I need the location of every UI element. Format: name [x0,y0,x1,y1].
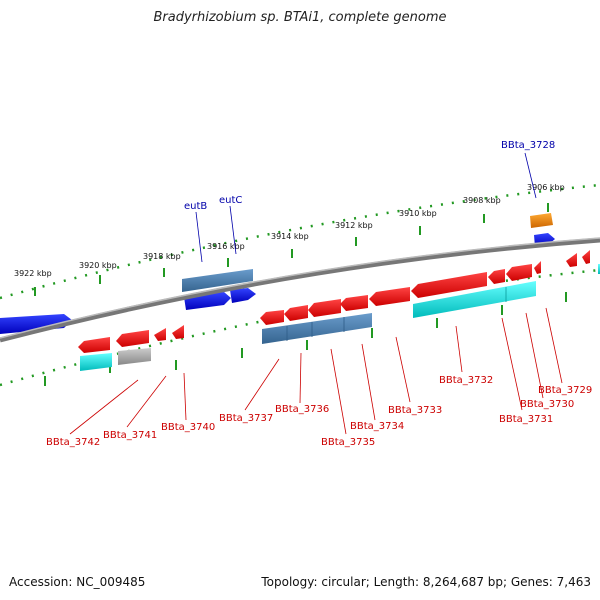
gene-label-bbta-3733[interactable]: BBta_3733 [388,405,442,416]
scale-label: 3910 kbp [399,209,437,218]
gene-arrow-red[interactable] [534,261,541,274]
gene-label-bbta-3736[interactable]: BBta_3736 [275,404,329,415]
gene-label-bbta-3734[interactable]: BBta_3734 [350,421,404,432]
gene-arrow-red[interactable] [582,250,590,264]
scale-label: 3906 kbp [527,183,565,192]
bottom-strand-features [78,250,600,371]
gene-arrow-red[interactable] [340,295,368,311]
gene-label-bbta-3735[interactable]: BBta_3735 [321,437,375,448]
scale-label: 3912 kbp [335,221,373,230]
gene-arrow-orange[interactable] [530,213,553,228]
gene-arrow-red[interactable] [411,272,487,298]
gene-arrow-cyan[interactable] [80,353,112,371]
scale-label: 3922 kbp [14,269,52,278]
scale-label: 3918 kbp [143,252,181,261]
genome-backbone-highlight [0,237,600,339]
gene-arrow-red[interactable] [260,310,284,325]
gene-label-bbta-3737[interactable]: BBta_3737 [219,413,273,424]
gene-arrow-steel[interactable] [262,313,372,344]
gene-arrow-red[interactable] [78,337,110,353]
gene-label-eutb[interactable]: eutB [184,201,207,212]
segment-divider [286,317,345,341]
scale-ticks-bottom [44,292,567,386]
scale-label: 3914 kbp [271,232,309,241]
page-title: Bradyrhizobium sp. BTAi1, complete genom… [153,10,447,25]
gene-label-bbta-3729[interactable]: BBta_3729 [538,385,592,396]
footer-stats: Topology: circular; Length: 8,264,687 bp… [261,575,591,589]
gene-label-bbta-3732[interactable]: BBta_3732 [439,375,493,386]
gene-label-bbta-3741[interactable]: BBta_3741 [103,430,157,441]
top-gene-labels [195,152,537,263]
gene-label-bbta-3731[interactable]: BBta_3731 [499,414,553,425]
gene-label-bbta-3742[interactable]: BBta_3742 [46,437,100,448]
gene-arrow-red[interactable] [369,287,410,306]
scale-label: 3916 kbp [207,242,245,251]
gene-label-bbta-3740[interactable]: BBta_3740 [161,422,215,433]
scale-arc-top [0,183,600,300]
bottom-gene-label-leaders [69,307,563,435]
gene-arrow-blue[interactable] [230,288,256,303]
genome-backbone [0,237,600,343]
gene-arrow-red[interactable] [154,328,166,341]
gene-arrow-red[interactable] [308,299,341,317]
footer-accession: Accession: NC_009485 [9,575,146,589]
gene-arrow-red[interactable] [284,305,308,321]
gene-arrow-red[interactable] [506,264,532,281]
gene-arrow-cyan[interactable] [413,281,536,318]
gene-arrow-blue[interactable] [0,314,72,334]
gene-label-eutc[interactable]: eutC [219,195,242,206]
gene-arrow-red[interactable] [566,253,577,267]
gene-arrow-red[interactable] [116,330,149,347]
gene-label-bbta-3730[interactable]: BBta_3730 [520,399,574,410]
scale-ticks-top [34,203,549,296]
gene-label-bbta-3728[interactable]: BBta_3728 [501,140,555,151]
gene-arrow-red[interactable] [488,269,505,284]
gene-arrow-steel[interactable] [182,269,253,292]
gene-arrow-red[interactable] [172,325,184,339]
gene-arrow-grey[interactable] [118,348,151,365]
scale-label: 3920 kbp [79,261,117,270]
scale-label: 3908 kbp [463,196,501,205]
